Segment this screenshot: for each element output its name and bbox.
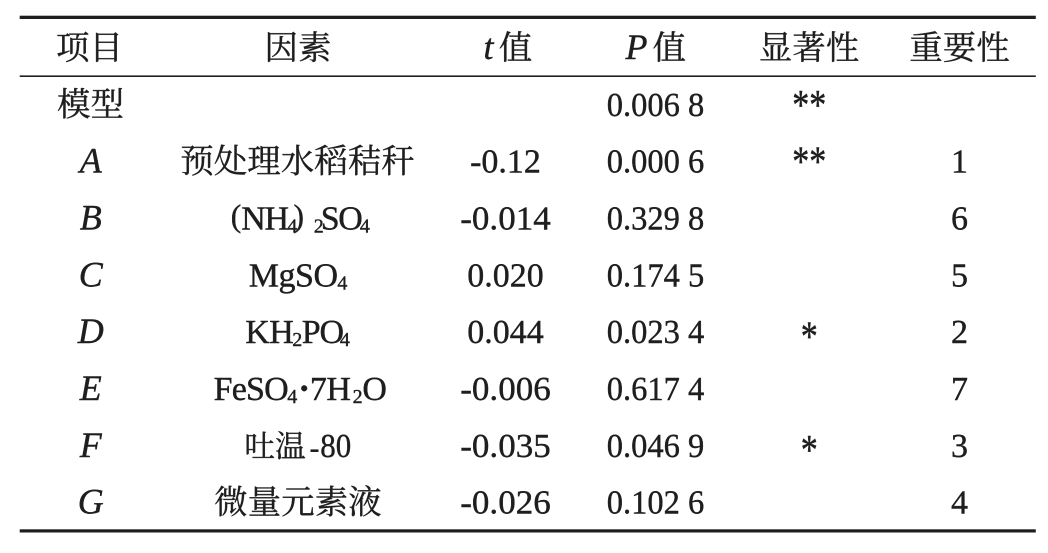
svg-text:NH: NH [241,201,288,238]
svg-text:G: G [78,482,104,522]
svg-text:t: t [483,27,494,67]
svg-text:PO: PO [302,314,344,351]
svg-text:MgSO: MgSO [249,257,338,294]
svg-text:C: C [79,254,104,294]
svg-text:E: E [79,368,102,408]
svg-text:7H: 7H [310,371,351,408]
svg-text:**: ** [792,82,826,128]
svg-text:O: O [362,371,387,408]
svg-text:**: ** [792,139,826,185]
svg-text:4: 4 [360,216,370,238]
svg-text:3: 3 [951,428,968,465]
svg-text:FeSO: FeSO [214,371,289,408]
svg-text:0.329 8: 0.329 8 [607,201,705,238]
svg-text:0.044: 0.044 [467,314,544,351]
svg-text:0.000 6: 0.000 6 [607,144,705,181]
svg-text:B: B [80,198,102,238]
svg-text:0.023 4: 0.023 4 [607,314,705,351]
svg-text:2: 2 [353,386,363,408]
svg-text:0.046 9: 0.046 9 [607,428,705,465]
svg-text:0.006 8: 0.006 8 [607,87,705,124]
svg-text:1: 1 [951,144,968,181]
svg-text:0.617 4: 0.617 4 [607,371,705,408]
svg-text:6: 6 [951,201,968,238]
svg-text:*: * [801,314,818,360]
svg-text:2: 2 [314,216,324,238]
svg-text:P: P [625,27,648,67]
svg-text:-0.014: -0.014 [460,201,551,238]
svg-text:7: 7 [951,371,968,408]
svg-text:(: ( [231,198,242,233]
svg-text:-0.035: -0.035 [460,428,551,465]
svg-text:0.102 6: 0.102 6 [607,485,705,522]
svg-text:KH: KH [245,314,293,351]
svg-text:4: 4 [951,485,968,522]
svg-text:D: D [77,311,104,351]
svg-text:0.174 5: 0.174 5 [607,257,705,294]
svg-text:A: A [78,141,103,181]
svg-text:5: 5 [951,257,968,294]
svg-text:F: F [79,425,103,465]
svg-text:-0.006: -0.006 [460,371,551,408]
svg-text:-0.12: -0.12 [470,144,541,181]
svg-text:2: 2 [951,314,968,351]
svg-text:): ) [294,198,305,233]
svg-text:2: 2 [292,329,302,351]
svg-text:4: 4 [287,216,297,238]
svg-text:SO: SO [321,201,363,238]
svg-text:4: 4 [337,272,347,294]
svg-text:80: 80 [320,428,351,465]
svg-text:-0.026: -0.026 [460,485,551,522]
svg-text:4: 4 [340,329,350,351]
svg-text:4: 4 [287,386,297,408]
svg-text:*: * [801,428,818,474]
svg-text:0.020: 0.020 [467,257,544,294]
